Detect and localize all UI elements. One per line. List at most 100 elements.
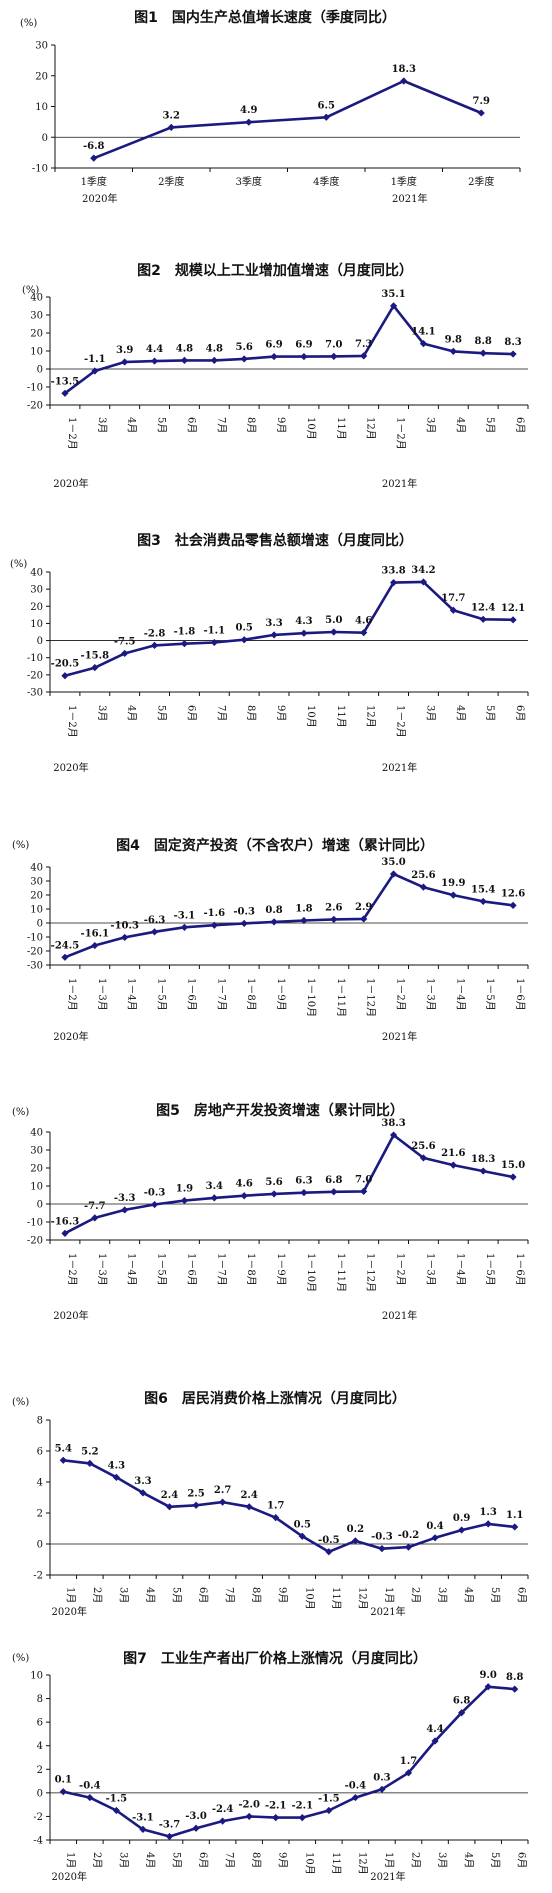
data-point [322, 113, 330, 121]
data-label: 2.6 [325, 902, 342, 913]
x-tick-label: 4月 [126, 417, 138, 433]
x-tick-label: 1季度 [81, 175, 107, 188]
year-label: 2021年 [382, 761, 417, 774]
data-label: 34.2 [411, 565, 435, 576]
x-tick-label: 1－2月 [66, 417, 78, 450]
data-label: 0.5 [294, 1519, 311, 1530]
y-unit-label: (%) [10, 559, 27, 570]
data-label: 6.8 [453, 1696, 470, 1707]
y-tick-label: 10 [30, 1182, 43, 1193]
x-tick-label: 7月 [224, 1587, 236, 1603]
y-tick-label: 40 [30, 1128, 43, 1139]
data-point [330, 915, 338, 923]
x-tick-label: 1－9月 [275, 978, 287, 1011]
x-tick-label: 1－7月 [215, 978, 227, 1011]
data-point [121, 933, 129, 942]
x-tick-label: 5月 [489, 1852, 501, 1868]
data-point [192, 1501, 200, 1509]
data-point [509, 350, 517, 358]
data-label: 19.9 [441, 878, 465, 889]
data-label: 6.3 [295, 1176, 312, 1187]
x-tick-label: 11月 [330, 1852, 342, 1875]
x-tick-label: 1－5月 [156, 978, 168, 1011]
data-point [449, 1161, 457, 1169]
y-tick-label: -2 [33, 1812, 43, 1823]
data-label: -1.8 [174, 627, 196, 638]
data-point [210, 638, 218, 647]
data-label: 7.3 [355, 339, 372, 350]
data-label: 15.0 [501, 1160, 525, 1171]
series-line [63, 1685, 515, 1838]
x-tick-label: 1－2月 [66, 1253, 78, 1286]
data-point [180, 640, 189, 648]
data-label: 1.7 [267, 1501, 284, 1512]
x-tick-label: 1－6月 [514, 978, 526, 1011]
data-label: -16.3 [51, 1216, 80, 1227]
data-label: 0.3 [373, 1772, 390, 1783]
data-point [91, 941, 99, 950]
data-label: 4.6 [235, 1179, 252, 1190]
x-tick-label: 1－10月 [305, 978, 317, 1017]
x-tick-label: 1－2月 [66, 705, 78, 738]
x-tick-label: 3月 [436, 1852, 448, 1868]
data-label: 9.0 [479, 1670, 496, 1681]
x-tick-label: 1－5月 [484, 1253, 496, 1286]
x-tick-label: 12月 [365, 705, 377, 728]
data-label: 12.1 [501, 603, 525, 614]
x-tick-label: 5月 [171, 1587, 183, 1603]
data-label: 4.9 [240, 105, 257, 116]
series-line [64, 304, 514, 395]
y-tick-label: 10 [30, 905, 43, 916]
data-point [240, 636, 248, 644]
x-tick-label: 5月 [171, 1852, 183, 1868]
y-tick-label: 10 [35, 102, 48, 113]
x-tick-label: 10月 [305, 417, 317, 440]
data-point [61, 1229, 69, 1237]
data-label: 0.4 [426, 1521, 443, 1532]
x-tick-label: 4月 [126, 705, 138, 721]
x-tick-label: 1－4月 [126, 978, 138, 1011]
y-tick-label: 30 [30, 877, 43, 888]
data-point [458, 1709, 466, 1717]
year-label: 2021年 [370, 1870, 405, 1883]
x-tick-label: 1－3月 [96, 1253, 108, 1286]
x-tick-label: 6月 [197, 1852, 209, 1868]
x-tick-label: 1－9月 [275, 1253, 287, 1286]
year-label: 2020年 [53, 477, 88, 490]
y-tick-label: 2 [37, 1765, 43, 1776]
data-point [139, 1825, 147, 1833]
data-label: -1.6 [204, 908, 226, 919]
data-point [419, 1154, 428, 1162]
x-tick-label: 1－2月 [395, 978, 407, 1011]
y-tick-label: 0 [42, 133, 48, 144]
year-label: 2021年 [382, 477, 417, 490]
data-label: 18.3 [471, 1154, 495, 1165]
data-point [61, 672, 69, 680]
data-point [150, 357, 159, 365]
data-point [511, 1685, 519, 1693]
x-tick-label: 10月 [303, 1852, 315, 1875]
data-label: 9.8 [445, 334, 462, 345]
x-tick-label: 11月 [335, 417, 347, 440]
x-tick-label: 3月 [96, 705, 108, 721]
y-tick-label: -4 [33, 1836, 43, 1847]
data-point [240, 919, 248, 928]
data-point [210, 356, 218, 364]
x-tick-label: 12月 [365, 417, 377, 440]
data-label: 0.2 [347, 1524, 364, 1535]
data-label: 3.3 [265, 618, 282, 629]
y-tick-label: -10 [27, 383, 43, 394]
data-label: -2.4 [212, 1804, 234, 1815]
data-label: -13.5 [51, 376, 80, 387]
data-point [509, 616, 517, 624]
data-label: 6.5 [318, 100, 335, 111]
data-point [61, 953, 69, 961]
data-point [431, 1534, 439, 1542]
series-line [63, 1459, 515, 1554]
data-point [484, 1683, 492, 1691]
data-point [351, 1537, 359, 1545]
data-label: 18.3 [392, 64, 416, 75]
x-tick-label: 5月 [156, 705, 168, 721]
data-label: 0.1 [55, 1775, 72, 1786]
chart-4-fixed-asset-investment: 图4 固定资产投资（不含农户）增速（累计同比） (%) -30 -20 -10 0 10 20… [0, 830, 552, 1085]
